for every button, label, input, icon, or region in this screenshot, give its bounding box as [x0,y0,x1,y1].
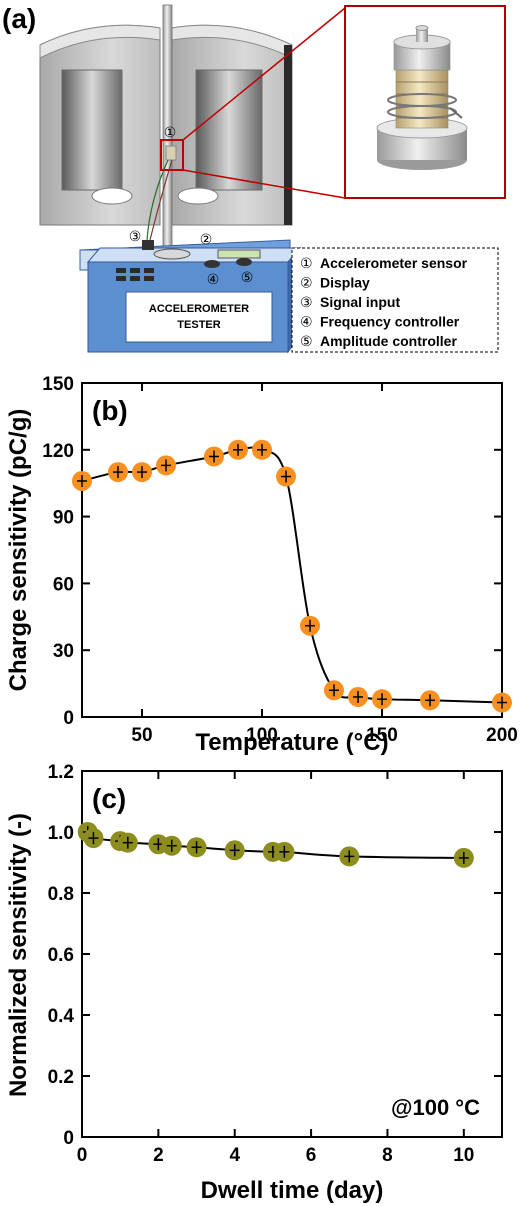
sensor-highlight-box [160,139,184,171]
panel-a-label: (a) [2,3,36,34]
panel-c: (c) 0 2 4 6 8 10 0 0.2 0.4 0.6 0.8 1.0 1.2 @100 °C D… [5,762,503,1204]
panel-b-y-tick-label: 150 [42,374,74,395]
panel-b-data-point [108,462,128,483]
panel-b-fit-line [81,446,503,704]
panel-c-data-point [339,846,360,867]
callout-1: ① [164,125,177,141]
frequency-knob [204,260,220,268]
accelerometer-tester: ACCELEROMETER TESTER [79,239,302,354]
panel-b-y-tick-label: 120 [42,441,74,462]
panel-c-y-tick-label: 0 [63,1128,74,1149]
panel-b-data-point [372,689,392,710]
panel-c-x-axis-title: Dwell time (day) [201,1177,384,1204]
panel-c-y-tick-label: 0.2 [48,1067,74,1088]
panel-c-plot-frame [81,770,503,1138]
legend-item-2: Display [320,275,370,291]
panel-b-data-point [276,466,296,487]
panel-b-data-point [204,446,224,467]
tester-label-plate [125,291,273,343]
panel-b-data-point [228,439,248,460]
panel-b-data-point [492,692,512,713]
panel-c-label: (c) [92,783,126,814]
panel-b-label: (b) [92,395,128,426]
legend-number-5: ⑤ [300,334,313,350]
tester-keypad [116,268,154,281]
legend-item-4: Frequency controller [320,314,460,330]
tester-display [217,249,261,259]
legend-number-4: ④ [300,315,313,331]
panel-c-y-tick-label: 1.2 [48,762,74,783]
panel-b-data-point [324,680,344,701]
callout-3: ③ [129,229,142,245]
amplitude-knob [236,258,252,266]
panel-c-data-point [186,837,207,858]
panel-b-data-point [72,470,92,491]
panel-c-y-tick-label: 0.4 [48,1006,75,1027]
panel-c-y-tick-label: 1.0 [48,823,74,844]
panel-b-x-axis-title: Temperature (°C) [195,729,388,756]
panel-b-data-point [348,686,368,707]
furnace-left-half [39,24,161,226]
panel-b-y-tick-label: 90 [53,508,74,529]
callout-5: ⑤ [241,270,254,286]
legend-number-1: ① [300,256,313,272]
tester-label-line1: ACCELEROMETER [149,303,249,315]
legend-number-3: ③ [300,295,313,311]
panel-c-data-point [117,832,138,853]
panel-b-x-tick-label: 150 [366,725,398,746]
panel-a: (a) [2,3,506,354]
tester-label-line2: TESTER [177,319,220,331]
panel-b: (b) 50 100 150 200 0 30 60 90 120 150 Temperature… [5,374,518,756]
panel-c-x-tick-label: 0 [77,1145,88,1166]
legend-item-1: Accelerometer sensor [320,255,468,271]
panel-c-temperature-annotation: @100 °C [391,1095,480,1120]
panel-b-data-point [420,690,440,711]
panel-b-y-tick-label: 30 [53,641,74,662]
panel-b-data-point [156,455,176,476]
panel-c-y-tick-label: 0.6 [48,945,74,966]
panel-b-data-point [132,462,152,483]
panel-b-y-axis-title: Charge sensitivity (pC/g) [5,409,32,692]
sensor-zoom-box [344,5,506,199]
panel-c-x-tick-label: 6 [306,1145,317,1166]
signal-input-connector [142,240,154,250]
panel-a-legend: ① Accelerometer sensor ② Display ③ Signal inp… [291,247,499,353]
panel-c-y-tick-label: 0.8 [48,884,74,905]
callout-2: ② [200,232,213,248]
sensor-small [165,145,177,161]
panel-b-x-tick-label: 100 [246,725,278,746]
legend-item-5: Amplitude controller [320,333,457,349]
panel-c-x-tick-label: 2 [153,1145,164,1166]
furnace-right-half [171,24,293,226]
panel-b-x-tick-label: 200 [486,725,518,746]
panel-c-x-tick-label: 4 [229,1145,240,1166]
panel-c-x-tick-label: 10 [453,1145,474,1166]
panel-c-data-point [274,841,295,862]
panel-c-y-axis-title: Normalized sensitivity (-) [5,813,32,1097]
panel-b-y-tick-label: 60 [53,574,74,595]
panel-c-data-point [224,840,245,861]
panel-b-plot-frame [81,382,503,718]
panel-b-x-tick-label: 50 [131,725,152,746]
panel-b-data-point [252,439,272,460]
panel-c-x-tick-label: 8 [382,1145,393,1166]
panel-c-data-point [161,835,182,856]
panel-c-data-point [453,847,474,868]
panel-b-data-point [300,615,320,636]
callout-4: ④ [207,272,220,288]
legend-item-3: Signal input [320,294,400,310]
panel-c-data-point [83,828,104,849]
legend-number-2: ② [300,276,313,292]
panel-b-y-tick-label: 0 [63,708,74,729]
